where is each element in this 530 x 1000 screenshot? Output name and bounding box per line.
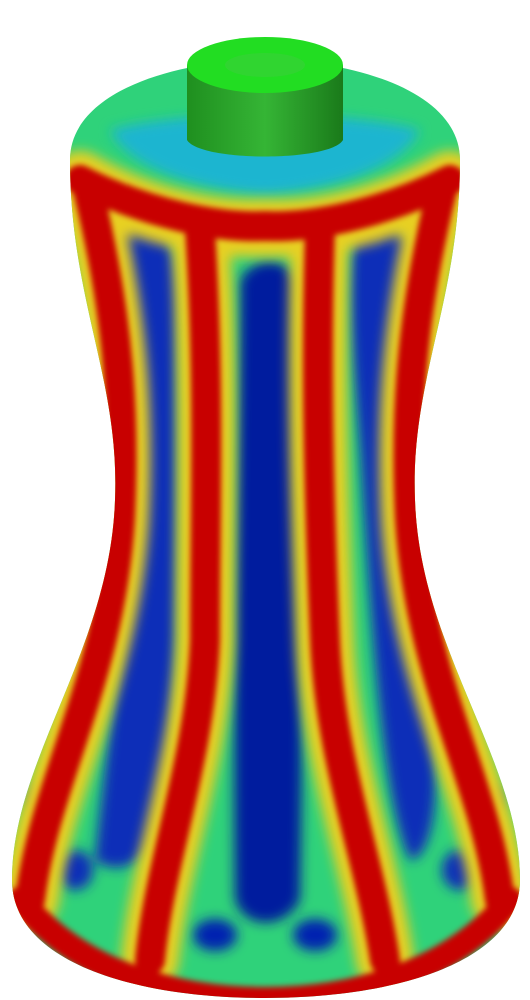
high-ribs [12, 151, 520, 998]
blue-zone [234, 261, 303, 923]
cap [187, 37, 343, 157]
rib-core [12, 165, 520, 998]
cap-detail [225, 53, 305, 77]
blue-spot [193, 919, 237, 951]
blue-spot [293, 919, 337, 951]
